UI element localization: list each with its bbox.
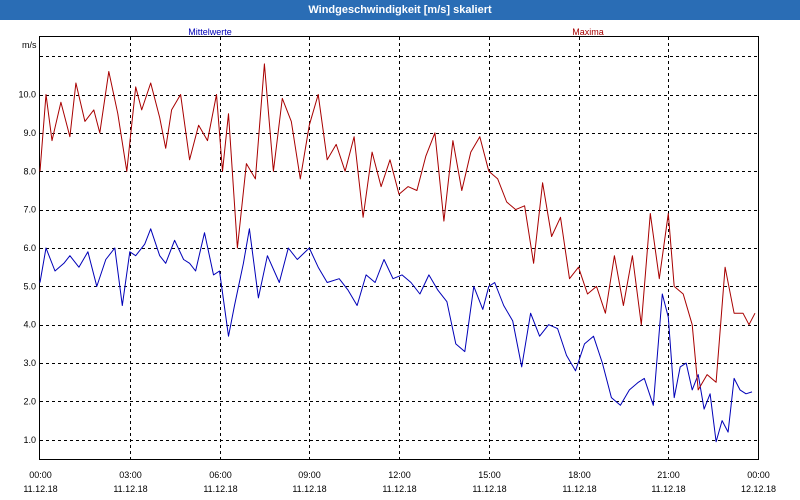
series-line-maxima [39,63,756,391]
y-tick-label: 8.0 [23,166,36,176]
y-tick-label: 2.0 [23,396,36,406]
x-tick-date: 11.12.18 [292,484,326,494]
x-tick-time: 00:00 [29,470,52,480]
x-tick-time: 00:00 [747,470,770,480]
x-tick-date: 11.12.18 [113,484,147,494]
series-group [39,63,756,443]
x-tick-date: 12.12.18 [741,484,776,494]
x-tick-time: 15:00 [478,470,501,480]
legend-max: Maxima [572,27,604,37]
y-axis-unit: m/s [22,40,37,50]
plot-frame [39,36,759,460]
legend-mean: Mittelwerte [188,27,232,37]
y-tick-label: 9.0 [23,128,36,138]
y-tick-label: 10.0 [18,90,36,100]
x-tick-time: 21:00 [657,470,680,480]
series-line-mittelwerte [39,228,753,443]
y-tick-label: 6.0 [23,243,36,253]
x-tick-time: 06:00 [209,470,232,480]
x-tick-date: 11.12.18 [203,484,237,494]
y-tick-label: 4.0 [23,320,36,330]
x-tick-date: 11.12.18 [472,484,506,494]
y-tick-labels: 1.0 2.0 3.0 4.0 5.0 6.0 7.0 8.0 9.0 10.0 [18,90,36,445]
x-tick-date: 11.12.18 [562,484,596,494]
x-tick-time: 03:00 [119,470,142,480]
x-tick-date: 11.12.18 [23,484,57,494]
x-tick-date: 11.12.18 [651,484,685,494]
wind-speed-chart: m/s 1.0 2.0 3.0 4.0 5.0 6.0 7.0 8.0 9.0 10.0 00:0… [18,27,776,494]
window-title: Windgeschwindigkeit [m/s] skaliert [0,0,800,20]
y-tick-label: 3.0 [23,358,36,368]
x-tick-time: 09:00 [298,470,321,480]
y-tick-label: 1.0 [23,435,36,445]
x-tick-labels: 00:00 11.12.18 03:00 11.12.18 06:00 11.12.18 0… [23,470,776,494]
y-tick-label: 7.0 [23,205,36,215]
x-tick-time: 18:00 [568,470,591,480]
x-tick-time: 12:00 [388,470,411,480]
x-tick-date: 11.12.18 [382,484,416,494]
y-tick-label: 5.0 [23,281,36,291]
